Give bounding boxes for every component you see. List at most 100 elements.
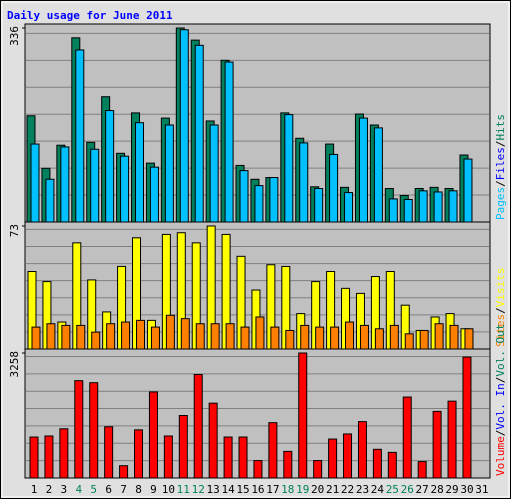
bar (358, 117, 368, 223)
x-tick-label: 28 (430, 483, 443, 496)
bar (373, 127, 383, 223)
x-tick-label: 1 (31, 483, 38, 496)
x-tick-label: 27 (416, 483, 429, 496)
bar (193, 374, 203, 479)
bar (239, 170, 249, 223)
bar (29, 436, 39, 479)
bar (106, 323, 116, 350)
legend: Pages/Files/Hits (494, 114, 507, 220)
bar (419, 329, 429, 350)
bar (255, 316, 265, 350)
bar (269, 177, 279, 223)
bar (404, 333, 414, 350)
x-tick-label: 24 (371, 483, 385, 496)
bar (30, 143, 40, 223)
legend-separator: / (494, 307, 507, 314)
bar (105, 110, 115, 223)
bar (313, 460, 323, 479)
bar (387, 451, 397, 479)
x-tick-label: 21 (326, 483, 339, 496)
x-tick-label: 29 (445, 483, 458, 496)
bar (74, 380, 84, 479)
bar (389, 324, 399, 350)
bar (180, 318, 190, 350)
bar (91, 331, 101, 350)
x-tick-label: 20 (311, 483, 324, 496)
x-tick-label: 10 (162, 483, 175, 496)
x-tick-label: 31 (475, 483, 488, 496)
bar (121, 321, 131, 350)
bar (194, 44, 204, 223)
bar (120, 155, 130, 223)
x-tick-label: 17 (266, 483, 279, 496)
x-tick-label: 11 (177, 483, 190, 496)
bar (432, 410, 442, 479)
bar (178, 415, 188, 479)
bar (402, 396, 412, 479)
bar (61, 324, 71, 350)
bar (240, 326, 250, 350)
x-tick-label: 5 (90, 483, 97, 496)
x-tick-label: 6 (105, 483, 112, 496)
legend-entry: Sites (494, 314, 507, 347)
legend-entry: Visits (494, 268, 507, 308)
bar (270, 326, 280, 350)
x-tick-label: 12 (192, 483, 205, 496)
bar (59, 428, 69, 479)
bar (462, 356, 472, 479)
bar (75, 49, 85, 223)
bar (165, 314, 175, 350)
x-tick-label: 19 (296, 483, 309, 496)
legend: Sites/Visits (494, 268, 507, 348)
bar (164, 124, 174, 223)
bar (209, 124, 219, 223)
legend-entry: Pages (494, 187, 507, 220)
bar (134, 429, 144, 479)
bar (46, 323, 56, 350)
legend-separator: / (494, 141, 507, 148)
bar (328, 438, 338, 479)
bar (163, 435, 173, 479)
x-tick-label: 14 (221, 483, 235, 496)
bar (315, 326, 325, 350)
x-tick-label: 23 (356, 483, 369, 496)
bar (298, 352, 308, 479)
bar (300, 324, 310, 350)
bar (89, 382, 99, 479)
bar (330, 326, 340, 350)
chart-title: Daily usage for June 2011 (7, 9, 173, 22)
bar (31, 326, 41, 350)
bar (372, 448, 382, 479)
bar (388, 198, 398, 223)
x-tick-label: 13 (207, 483, 220, 496)
legend-entry: Vol. Out (494, 324, 507, 377)
x-tick-label: 7 (120, 483, 127, 496)
bar (148, 391, 158, 479)
bar (210, 323, 220, 350)
bar (268, 422, 278, 479)
bar (417, 461, 427, 479)
x-tick-label: 2 (46, 483, 53, 496)
bar (449, 324, 459, 350)
bar (119, 465, 129, 479)
bar (195, 323, 205, 350)
bar (208, 402, 218, 479)
bar (224, 61, 234, 223)
bar (90, 148, 100, 223)
bar (345, 321, 355, 350)
y-tick-label: 336 (8, 26, 21, 46)
bar (403, 198, 413, 223)
x-tick-label: 8 (135, 483, 142, 496)
bar (314, 188, 324, 223)
x-tick-label: 15 (236, 483, 249, 496)
bar (285, 329, 295, 350)
x-tick-label: 16 (251, 483, 264, 496)
y-tick-label: 3258 (8, 351, 21, 378)
bar (447, 400, 457, 479)
x-tick-label: 9 (150, 483, 157, 496)
legend-entry: Files (494, 147, 507, 180)
legend-entry: Volume (494, 436, 507, 476)
bar (433, 191, 443, 223)
